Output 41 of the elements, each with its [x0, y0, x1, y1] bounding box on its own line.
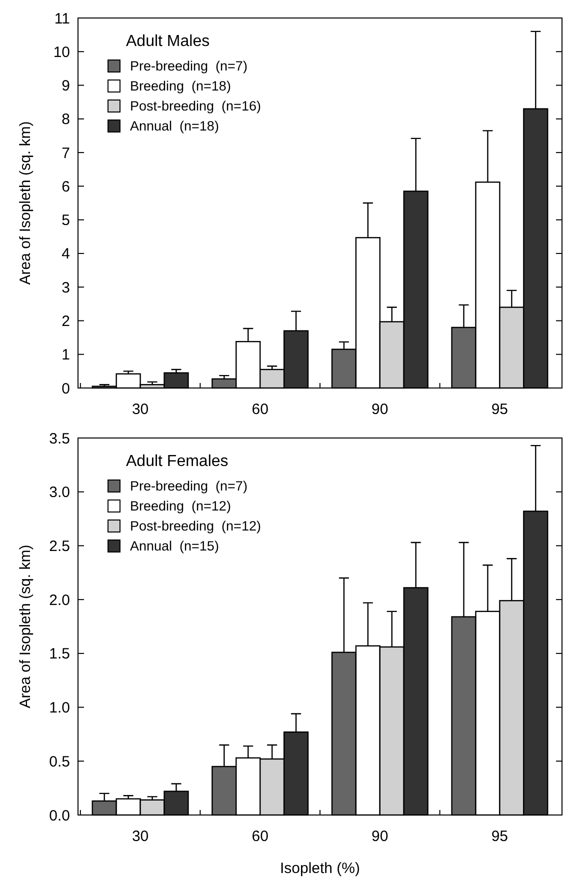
y-tick-label: 2.5 — [49, 538, 70, 555]
y-tick-label: 7 — [62, 144, 70, 162]
x-tick-label: 90 — [372, 828, 388, 845]
y-tick-label: 1.5 — [49, 646, 70, 663]
y-tick-label: 0.0 — [49, 807, 70, 824]
x-tick-label: 90 — [372, 401, 388, 418]
y-axis-title: Area of Isopleth (sq. km) — [17, 121, 34, 285]
y-tick-label: 11 — [54, 10, 70, 28]
y-tick-label: 4 — [62, 246, 70, 263]
x-tick-label: 95 — [491, 401, 508, 418]
y-tick-label: 5 — [62, 212, 70, 230]
x-tick-label: 60 — [252, 401, 268, 418]
y-tick-label: 8 — [62, 111, 70, 128]
x-tick-label: 60 — [252, 828, 268, 845]
y-tick-label: 0 — [62, 380, 70, 398]
legend-label: Annual (n=18) — [130, 118, 219, 134]
y-tick-label: 6 — [62, 178, 70, 196]
y-tick-label: 1 — [62, 346, 70, 364]
y-tick-label: 0.5 — [49, 753, 70, 770]
legend-label: Post-breeding (n=16) — [130, 98, 261, 114]
y-tick-label: 2.0 — [49, 592, 70, 609]
legend-title: Adult Males — [126, 33, 210, 50]
y-tick-label: 9 — [62, 78, 70, 95]
legend-label: Breeding (n=18) — [130, 78, 231, 94]
legend-label: Pre-breeding (n=7) — [130, 58, 248, 74]
y-tick-label: 10 — [53, 44, 70, 61]
y-axis-title: Area of Isopleth (sq. km) — [17, 544, 34, 708]
x-tick-label: 30 — [132, 401, 149, 418]
y-tick-label: 3 — [62, 279, 70, 296]
y-tick-label: 2 — [62, 312, 70, 330]
legend-label: Annual (n=15) — [130, 538, 219, 554]
y-tick-label: 1.0 — [49, 700, 70, 717]
x-tick-label: 30 — [132, 828, 149, 845]
y-tick-label: 3.5 — [49, 430, 70, 448]
legend-label: Pre-breeding (n=7) — [130, 478, 248, 494]
legend-title: Adult Females — [126, 453, 228, 470]
x-axis-title: Isopleth (%) — [280, 860, 360, 877]
legend-label: Breeding (n=12) — [130, 498, 231, 514]
legend-label: Post-breeding (n=12) — [130, 518, 261, 534]
y-tick-label: 3.0 — [49, 484, 70, 502]
x-tick-label: 95 — [491, 828, 508, 845]
